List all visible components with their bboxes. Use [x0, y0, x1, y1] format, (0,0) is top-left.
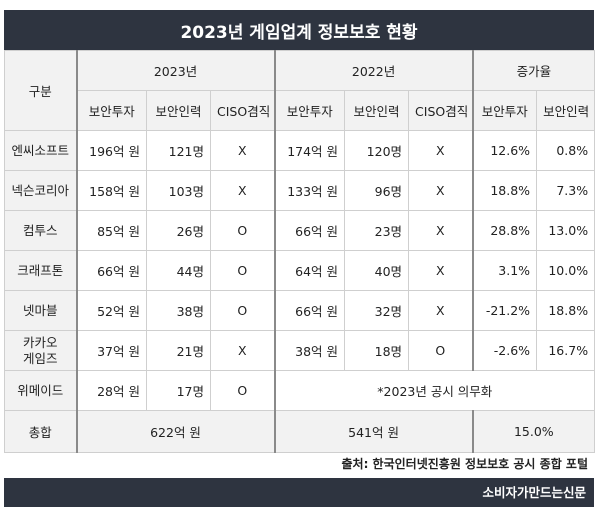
header-2023: 2023년: [75, 50, 276, 91]
growth-invest: 3.1%: [471, 250, 538, 291]
invest-2023: 28억 원: [75, 370, 147, 411]
ciso-2023: X: [209, 330, 276, 371]
growth-invest: 12.6%: [471, 130, 538, 171]
total-2023: 622억 원: [75, 410, 276, 453]
company-name: 엔씨소프트: [4, 130, 77, 171]
company-name: 컴투스: [4, 210, 77, 251]
invest-2023: 196억 원: [75, 130, 147, 171]
disclosure-note: *2023년 공시 의무화: [273, 370, 596, 411]
growth-staff: 10.0%: [536, 250, 596, 291]
staff-2023: 26명: [146, 210, 211, 251]
table-row: 넥슨코리아 158억 원 103명 X 133억 원 96명 X 18.8% 7…: [4, 170, 596, 211]
header-row-years: 구분 2023년 2022년 증가율: [4, 50, 596, 131]
invest-2023: 37억 원: [75, 330, 147, 371]
invest-2023: 66억 원: [75, 250, 147, 291]
staff-2023: 17명: [146, 370, 211, 411]
total-growth: 15.0%: [471, 410, 596, 453]
header-row-columns: 보안투자 보안인력 CISO겸직 보안투자 보안인력 CISO겸직 보안투자 보…: [5, 90, 596, 131]
growth-staff: 7.3%: [536, 170, 596, 211]
staff-2022: 40명: [344, 250, 410, 291]
ciso-2022: X: [408, 210, 474, 251]
company-name: 카카오 게임즈: [4, 330, 77, 371]
staff-2023: 38명: [146, 290, 211, 331]
source-caption: 출처: 한국인터넷진흥원 정보보호 공시 종합 포털: [341, 457, 589, 471]
invest-2022: 133억 원: [273, 170, 346, 211]
ciso-2022: X: [408, 130, 474, 171]
header-staff-2023: 보안인력: [146, 90, 211, 131]
publisher-brand: 소비자가만드는신문: [4, 478, 594, 507]
ciso-2022: X: [408, 290, 474, 331]
ciso-2022: X: [408, 170, 474, 211]
growth-invest: 18.8%: [471, 170, 538, 211]
table-row: 컴투스 85억 원 26명 O 66억 원 23명 X 28.8% 13.0%: [4, 210, 596, 251]
ciso-2022: X: [408, 250, 474, 291]
header-invest-2023: 보안투자: [75, 90, 147, 131]
ciso-2023: O: [209, 250, 276, 291]
invest-2022: 66억 원: [273, 210, 346, 251]
total-row: 총합 622억 원 541억 원 15.0%: [4, 410, 596, 453]
company-name: 크래프톤: [4, 250, 77, 291]
header-invest-2022: 보안투자: [273, 90, 346, 131]
staff-2023: 121명: [146, 130, 211, 171]
company-name: 위메이드: [4, 370, 77, 411]
header-staff-2022: 보안인력: [344, 90, 410, 131]
security-status-table: 구분 2023년 2022년 증가율 보안투자 보안인력 CISO겸직 보안투자…: [4, 50, 596, 453]
growth-invest: -2.6%: [471, 330, 538, 371]
header-ciso-2022: CISO겸직: [408, 90, 474, 131]
company-name: 넷마블: [4, 290, 77, 331]
growth-staff: 18.8%: [536, 290, 596, 331]
company-name-line2: 게임즈: [22, 350, 58, 366]
table-row: 위메이드 28억 원 17명 O *2023년 공시 의무화: [4, 370, 596, 411]
growth-staff: 13.0%: [536, 210, 596, 251]
staff-2023: 21명: [146, 330, 211, 371]
company-name: 넥슨코리아: [4, 170, 77, 211]
staff-2023: 44명: [146, 250, 211, 291]
staff-2022: 120명: [344, 130, 410, 171]
header-2022: 2022년: [273, 50, 474, 91]
growth-staff: 0.8%: [536, 130, 596, 171]
growth-staff: 16.7%: [536, 330, 596, 371]
ciso-2023: O: [209, 370, 276, 411]
staff-2022: 18명: [344, 330, 410, 371]
invest-2023: 85억 원: [75, 210, 147, 251]
table-row: 카카오 게임즈 37억 원 21명 X 38억 원 18명 O -2.6% 16…: [4, 330, 596, 371]
total-2022: 541억 원: [273, 410, 474, 453]
invest-2022: 64억 원: [273, 250, 346, 291]
invest-2022: 174억 원: [273, 130, 346, 171]
header-invest-growth: 보안투자: [471, 90, 538, 131]
ciso-2023: X: [209, 170, 276, 211]
invest-2023: 158억 원: [75, 170, 147, 211]
table-row: 크래프톤 66억 원 44명 O 64억 원 40명 X 3.1% 10.0%: [4, 250, 596, 291]
company-name-line1: 카카오: [22, 334, 58, 350]
staff-2023: 103명: [146, 170, 211, 211]
growth-invest: 28.8%: [471, 210, 538, 251]
invest-2022: 66억 원: [273, 290, 346, 331]
ciso-2022: O: [408, 330, 474, 371]
growth-invest: -21.2%: [471, 290, 538, 331]
ciso-2023: X: [209, 130, 276, 171]
table-title: 2023년 게임업계 정보보호 현황: [4, 10, 594, 50]
staff-2022: 23명: [344, 210, 410, 251]
header-growth: 증가율: [471, 50, 596, 91]
ciso-2023: O: [209, 210, 276, 251]
table-row: 넷마블 52억 원 38명 O 66억 원 32명 X -21.2% 18.8%: [4, 290, 596, 331]
staff-2022: 96명: [344, 170, 410, 211]
total-label: 총합: [4, 410, 77, 453]
table-row: 엔씨소프트 196억 원 121명 X 174억 원 120명 X 12.6% …: [4, 130, 596, 171]
ciso-2023: O: [209, 290, 276, 331]
header-ciso-2023: CISO겸직: [209, 90, 276, 131]
header-staff-growth: 보안인력: [536, 90, 596, 131]
header-category: 구분: [4, 50, 77, 131]
invest-2022: 38억 원: [273, 330, 346, 371]
staff-2022: 32명: [344, 290, 410, 331]
invest-2023: 52억 원: [75, 290, 147, 331]
